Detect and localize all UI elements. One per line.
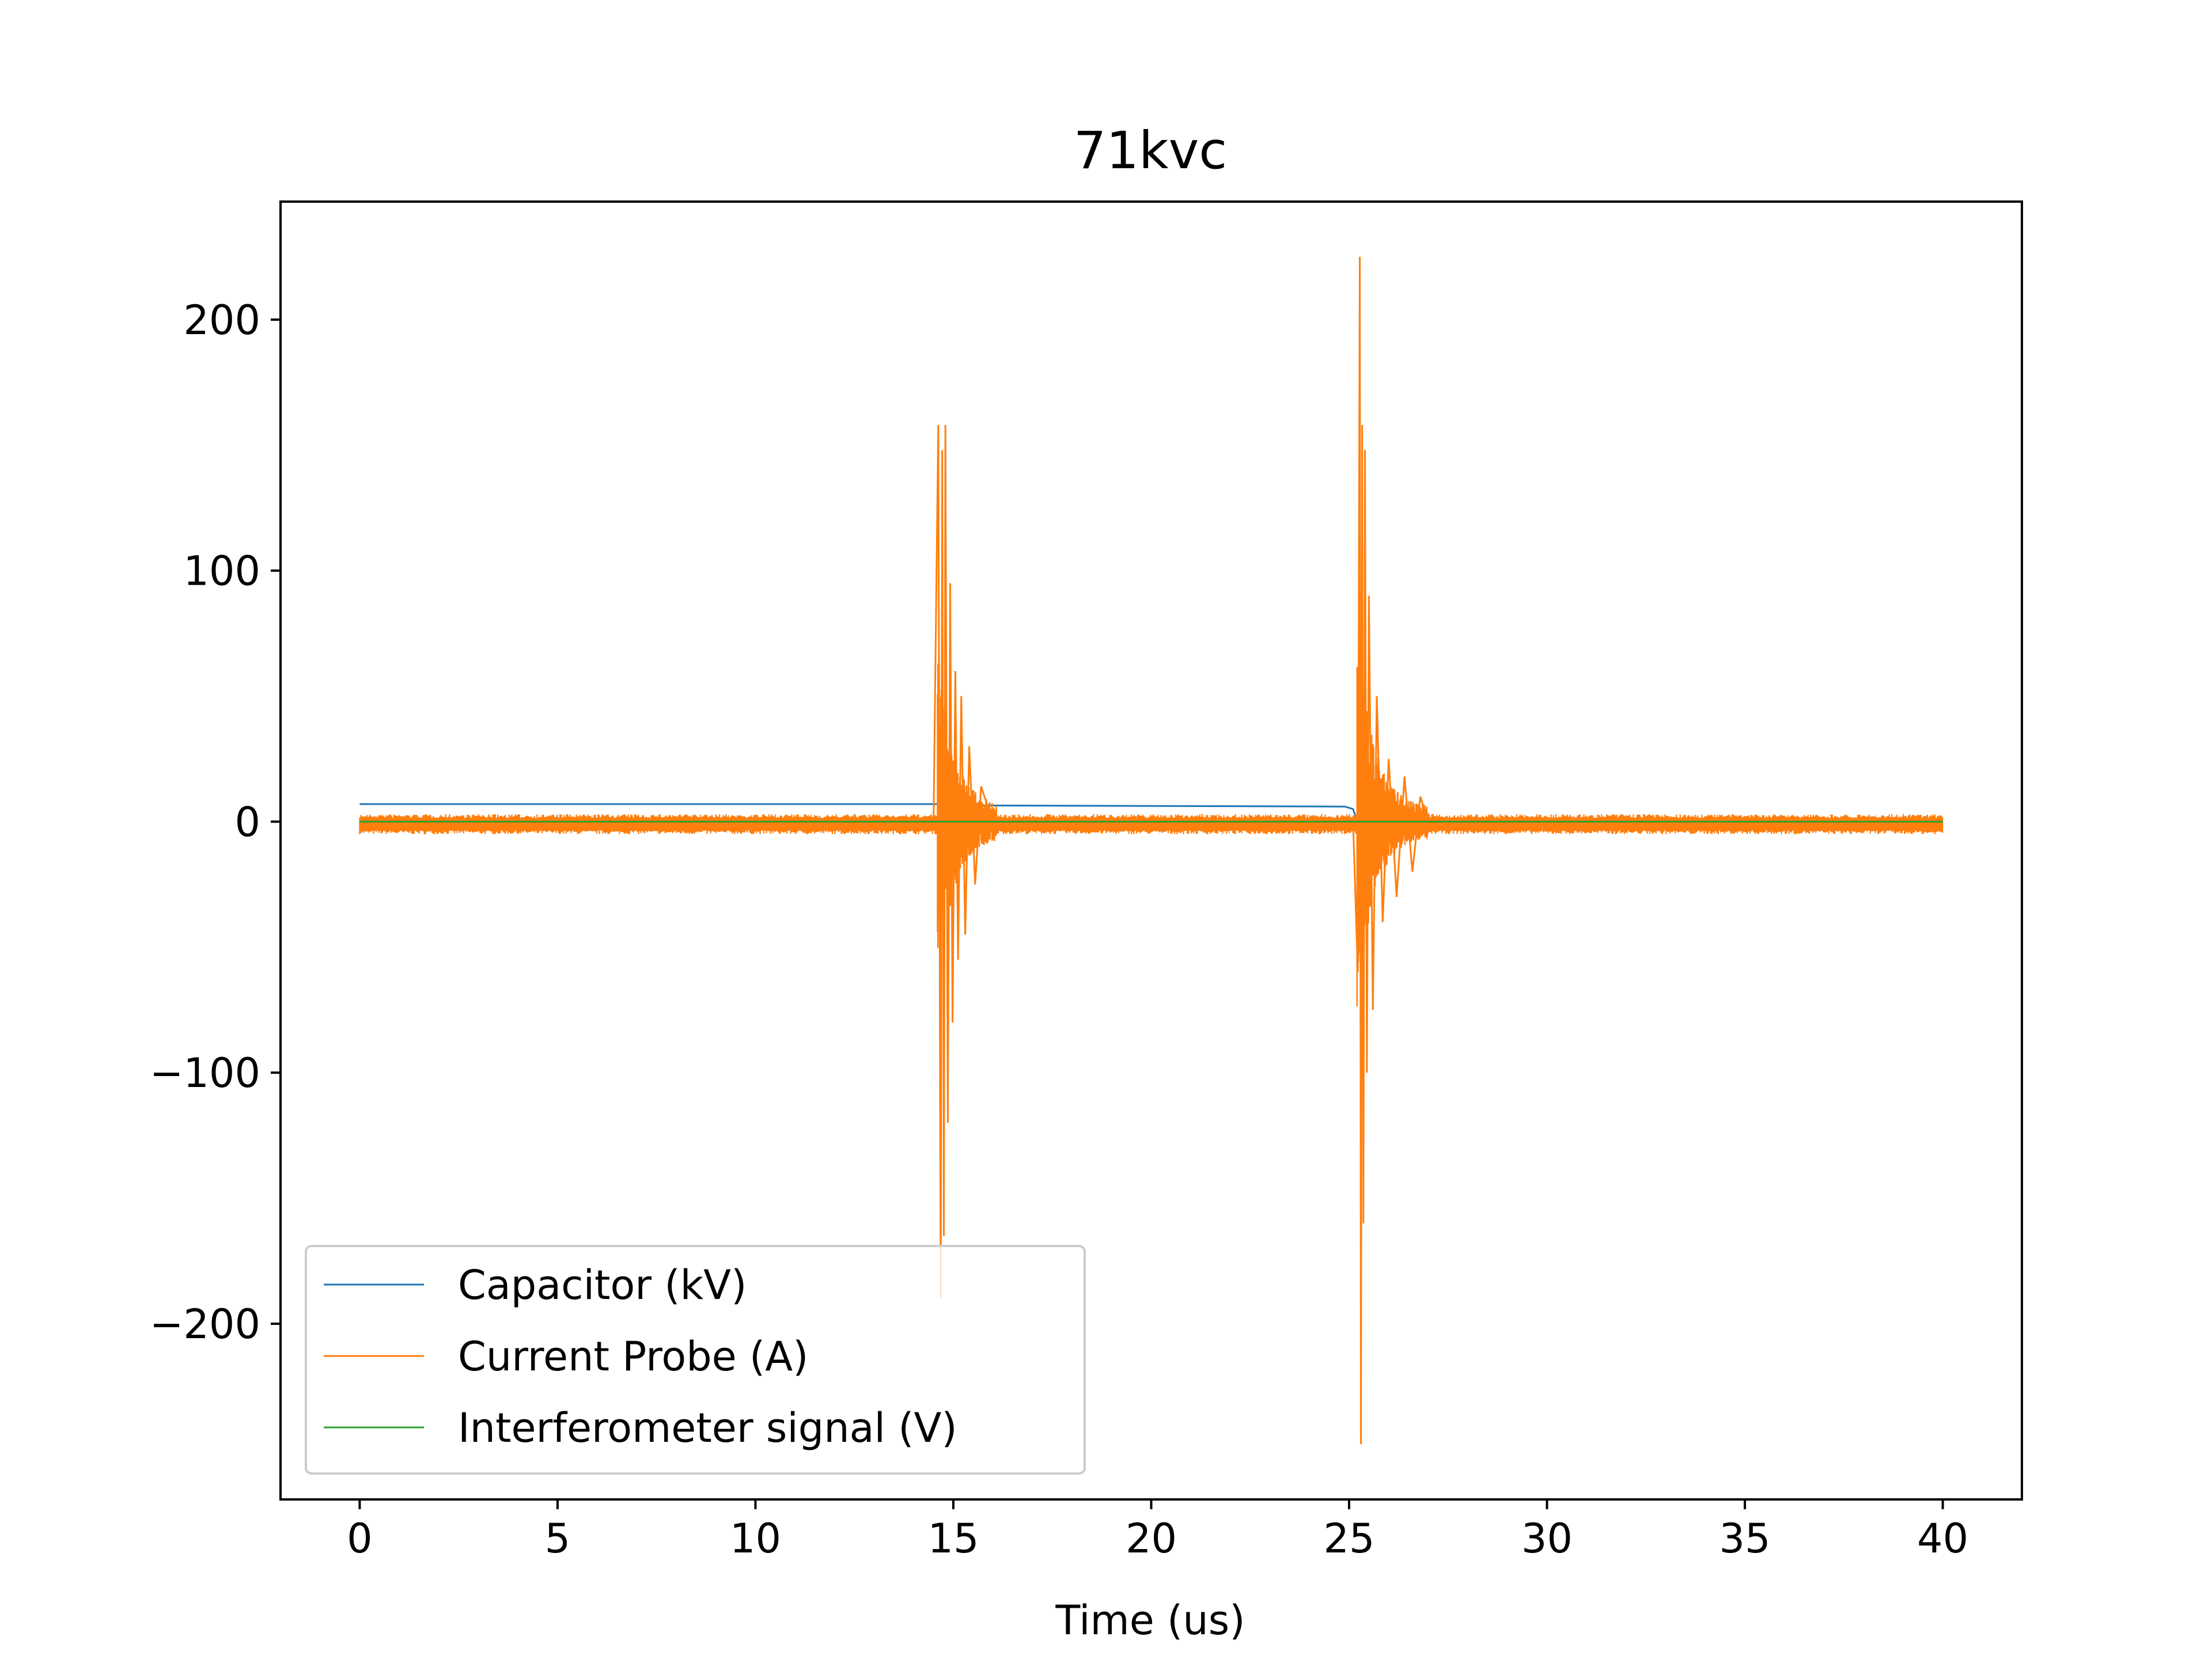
y-tick-label: 200 [183, 297, 260, 344]
y-tick-label: 100 [183, 548, 260, 595]
x-tick-label: 40 [1917, 1515, 1968, 1562]
legend-label: Capacitor (kV) [458, 1262, 747, 1309]
y-tick-label: −100 [150, 1050, 260, 1097]
x-axis: 0 5 10 15 20 25 30 35 40 [347, 1499, 1968, 1562]
x-tick-label: 30 [1521, 1515, 1573, 1562]
x-axis-label: Time (us) [1055, 1597, 1245, 1644]
x-tick-label: 0 [347, 1515, 373, 1562]
legend-box [305, 1245, 1086, 1475]
legend-label: Interferometer signal (V) [458, 1404, 957, 1452]
x-tick-label: 10 [730, 1515, 781, 1562]
current-noise-band [359, 814, 1944, 835]
x-tick-label: 15 [927, 1515, 979, 1562]
x-tick-label: 25 [1323, 1515, 1374, 1562]
legend: Capacitor (kV) Current Probe (A) Interfero… [305, 1245, 1086, 1475]
x-tick-label: 35 [1719, 1515, 1771, 1562]
plot-area [359, 256, 1944, 1445]
y-axis: −200 −100 0 100 200 [150, 297, 281, 1348]
y-tick-label: 0 [234, 798, 260, 846]
chart-title: 71kvc [1074, 120, 1227, 180]
legend-label: Current Probe (A) [458, 1333, 808, 1380]
x-tick-label: 5 [545, 1515, 571, 1562]
x-tick-label: 20 [1126, 1515, 1177, 1562]
y-tick-label: −200 [150, 1301, 260, 1348]
